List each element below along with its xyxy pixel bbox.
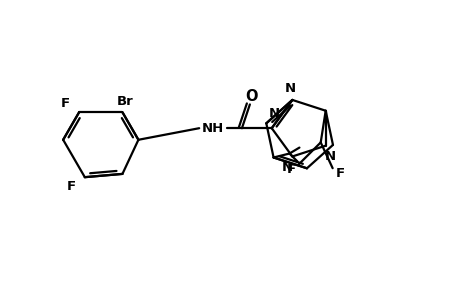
Text: F: F (336, 167, 344, 180)
Text: Br: Br (117, 95, 134, 108)
Text: N: N (325, 150, 336, 163)
Text: N: N (284, 82, 295, 94)
Text: N: N (268, 107, 279, 120)
Text: N: N (281, 161, 292, 174)
Text: F: F (285, 163, 295, 176)
Text: F: F (61, 97, 70, 110)
Text: F: F (66, 180, 75, 193)
Text: NH: NH (202, 122, 224, 135)
Text: O: O (245, 89, 257, 104)
